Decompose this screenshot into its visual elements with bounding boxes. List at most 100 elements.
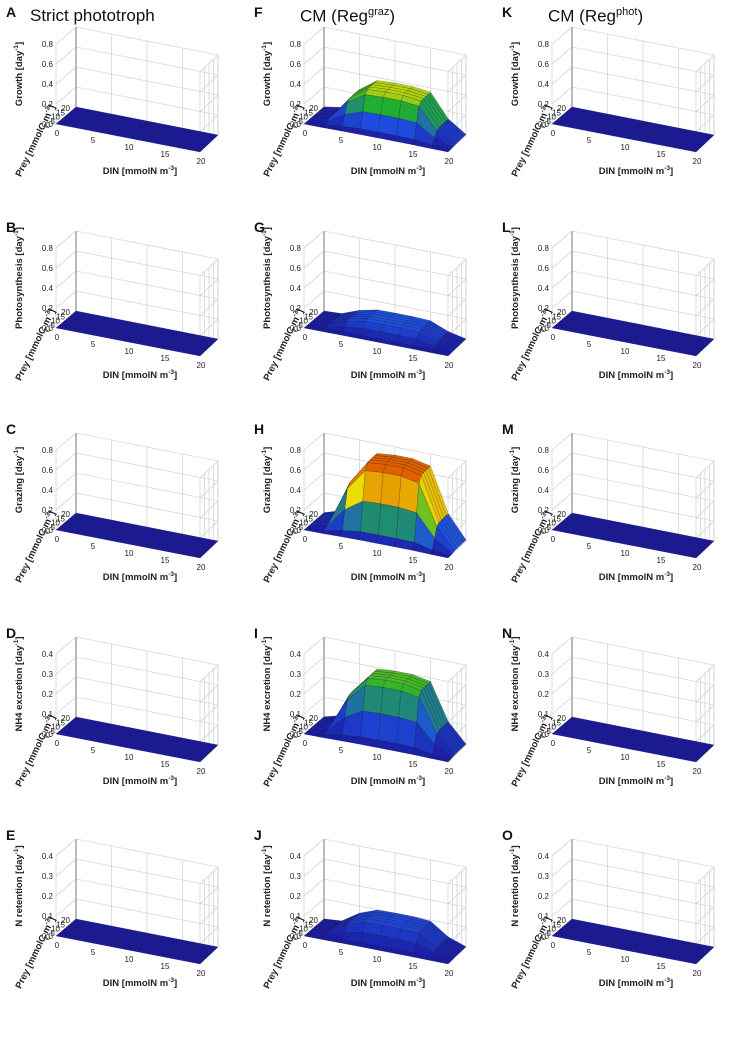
y-tick-label: 10 xyxy=(299,925,308,934)
x-tick-label: 0 xyxy=(303,739,308,748)
z-tick-label: 0.6 xyxy=(290,264,302,273)
x-tick-label: 10 xyxy=(125,955,134,964)
y-tick-label: 20 xyxy=(61,308,70,317)
z-tick-label: 0.1 xyxy=(42,912,54,921)
y-tick-label: 20 xyxy=(309,308,318,317)
z-tick-label: 0.3 xyxy=(42,872,54,881)
x-tick-label: 0 xyxy=(551,333,556,342)
surface-K xyxy=(551,106,715,153)
x-tick-label: 20 xyxy=(197,361,206,370)
y-tick-label: 20 xyxy=(557,714,566,723)
z-axis-label: NH4 excretion [day-1] xyxy=(13,636,25,731)
x-tick-label: 15 xyxy=(409,556,418,565)
x-tick-label: 10 xyxy=(125,143,134,152)
z-tick-label: 0.0 xyxy=(538,730,550,739)
y-tick-label: 15 xyxy=(552,920,561,929)
y-tick-label: 10 xyxy=(547,519,556,528)
surface-cell xyxy=(380,472,402,508)
y-tick-label: 20 xyxy=(557,510,566,519)
x-tick-label: 5 xyxy=(339,340,344,349)
x-tick-label: 0 xyxy=(551,941,556,950)
x-tick-label: 20 xyxy=(693,969,702,978)
surface-cell xyxy=(396,507,417,543)
z-tick-label: 0.4 xyxy=(290,852,302,861)
surface-cell xyxy=(677,350,699,357)
surface-cell xyxy=(429,144,451,153)
y-tick-label: 15 xyxy=(552,514,561,523)
y-tick-label: 5 xyxy=(299,321,304,330)
x-tick-label: 10 xyxy=(125,347,134,356)
surface-cell xyxy=(339,734,361,745)
x-tick-label: 5 xyxy=(91,746,96,755)
z-tick-label: 0.2 xyxy=(290,506,302,515)
y-tick-label: 20 xyxy=(309,104,318,113)
y-tick-label: 0 xyxy=(542,527,547,536)
y-tick-label: 15 xyxy=(552,108,561,117)
x-tick-label: 15 xyxy=(161,962,170,971)
y-tick-label: 15 xyxy=(56,718,65,727)
z-tick-label: 0.2 xyxy=(538,506,550,515)
surface-A xyxy=(55,106,219,153)
y-tick-label: 5 xyxy=(299,929,304,938)
z-tick-label: 0.6 xyxy=(42,466,54,475)
panel-label-G: G xyxy=(254,219,265,235)
z-tick-label: 0.8 xyxy=(42,40,54,49)
surface-N xyxy=(551,716,715,763)
x-tick-label: 15 xyxy=(657,556,666,565)
x-tick-label: 0 xyxy=(551,535,556,544)
panel-walls-A xyxy=(55,26,219,153)
z-tick-label: 0.1 xyxy=(290,912,302,921)
x-tick-label: 15 xyxy=(161,354,170,363)
y-tick-label: 15 xyxy=(552,312,561,321)
y-tick-label: 0 xyxy=(294,325,299,334)
z-tick-label: 0.0 xyxy=(290,932,302,941)
x-tick-label: 10 xyxy=(373,347,382,356)
surface-G xyxy=(303,309,467,357)
y-tick-label: 15 xyxy=(304,718,313,727)
surface-cell xyxy=(321,530,343,537)
z-tick-label: 0.2 xyxy=(42,892,54,901)
z-tick-label: 0.0 xyxy=(290,526,302,535)
panel-label-M: M xyxy=(502,421,514,437)
y-tick-label: 10 xyxy=(547,925,556,934)
z-tick-label: 0.8 xyxy=(290,40,302,49)
y-tick-label: 0 xyxy=(294,731,299,740)
y-tick-label: 0 xyxy=(294,121,299,130)
column-title-1: Strict phototroph xyxy=(30,6,155,25)
panel-label-E: E xyxy=(6,827,15,843)
surface-cell xyxy=(396,717,417,748)
x-tick-label: 5 xyxy=(587,948,592,957)
z-tick-label: 0.8 xyxy=(538,40,550,49)
surface-cell xyxy=(378,713,399,744)
y-tick-label: 15 xyxy=(304,514,313,523)
z-axis-label: Grazing [day-1] xyxy=(261,447,273,514)
surface-I xyxy=(303,668,467,763)
x-tick-label: 15 xyxy=(409,354,418,363)
z-tick-label: 0.4 xyxy=(538,284,550,293)
x-tick-label: 0 xyxy=(551,129,556,138)
z-tick-label: 0.8 xyxy=(538,244,550,253)
z-tick-label: 0.2 xyxy=(538,892,550,901)
y-tick-label: 0 xyxy=(542,325,547,334)
x-axis-label: DIN [mmolN m-3] xyxy=(103,775,177,787)
z-tick-label: 0.0 xyxy=(42,730,54,739)
z-tick-label: 0.2 xyxy=(290,690,302,699)
z-tick-label: 0.0 xyxy=(42,932,54,941)
x-tick-label: 5 xyxy=(91,542,96,551)
y-tick-label: 15 xyxy=(56,514,65,523)
x-axis-label: DIN [mmolN m-3] xyxy=(103,369,177,381)
x-axis-label: DIN [mmolN m-3] xyxy=(599,165,673,177)
surface-cell xyxy=(181,350,203,357)
x-tick-label: 10 xyxy=(621,347,630,356)
y-tick-label: 20 xyxy=(61,510,70,519)
y-tick-label: 15 xyxy=(56,920,65,929)
x-axis-label: DIN [mmolN m-3] xyxy=(599,775,673,787)
y-tick-label: 20 xyxy=(557,104,566,113)
z-tick-label: 0.2 xyxy=(538,690,550,699)
y-tick-label: 20 xyxy=(61,104,70,113)
